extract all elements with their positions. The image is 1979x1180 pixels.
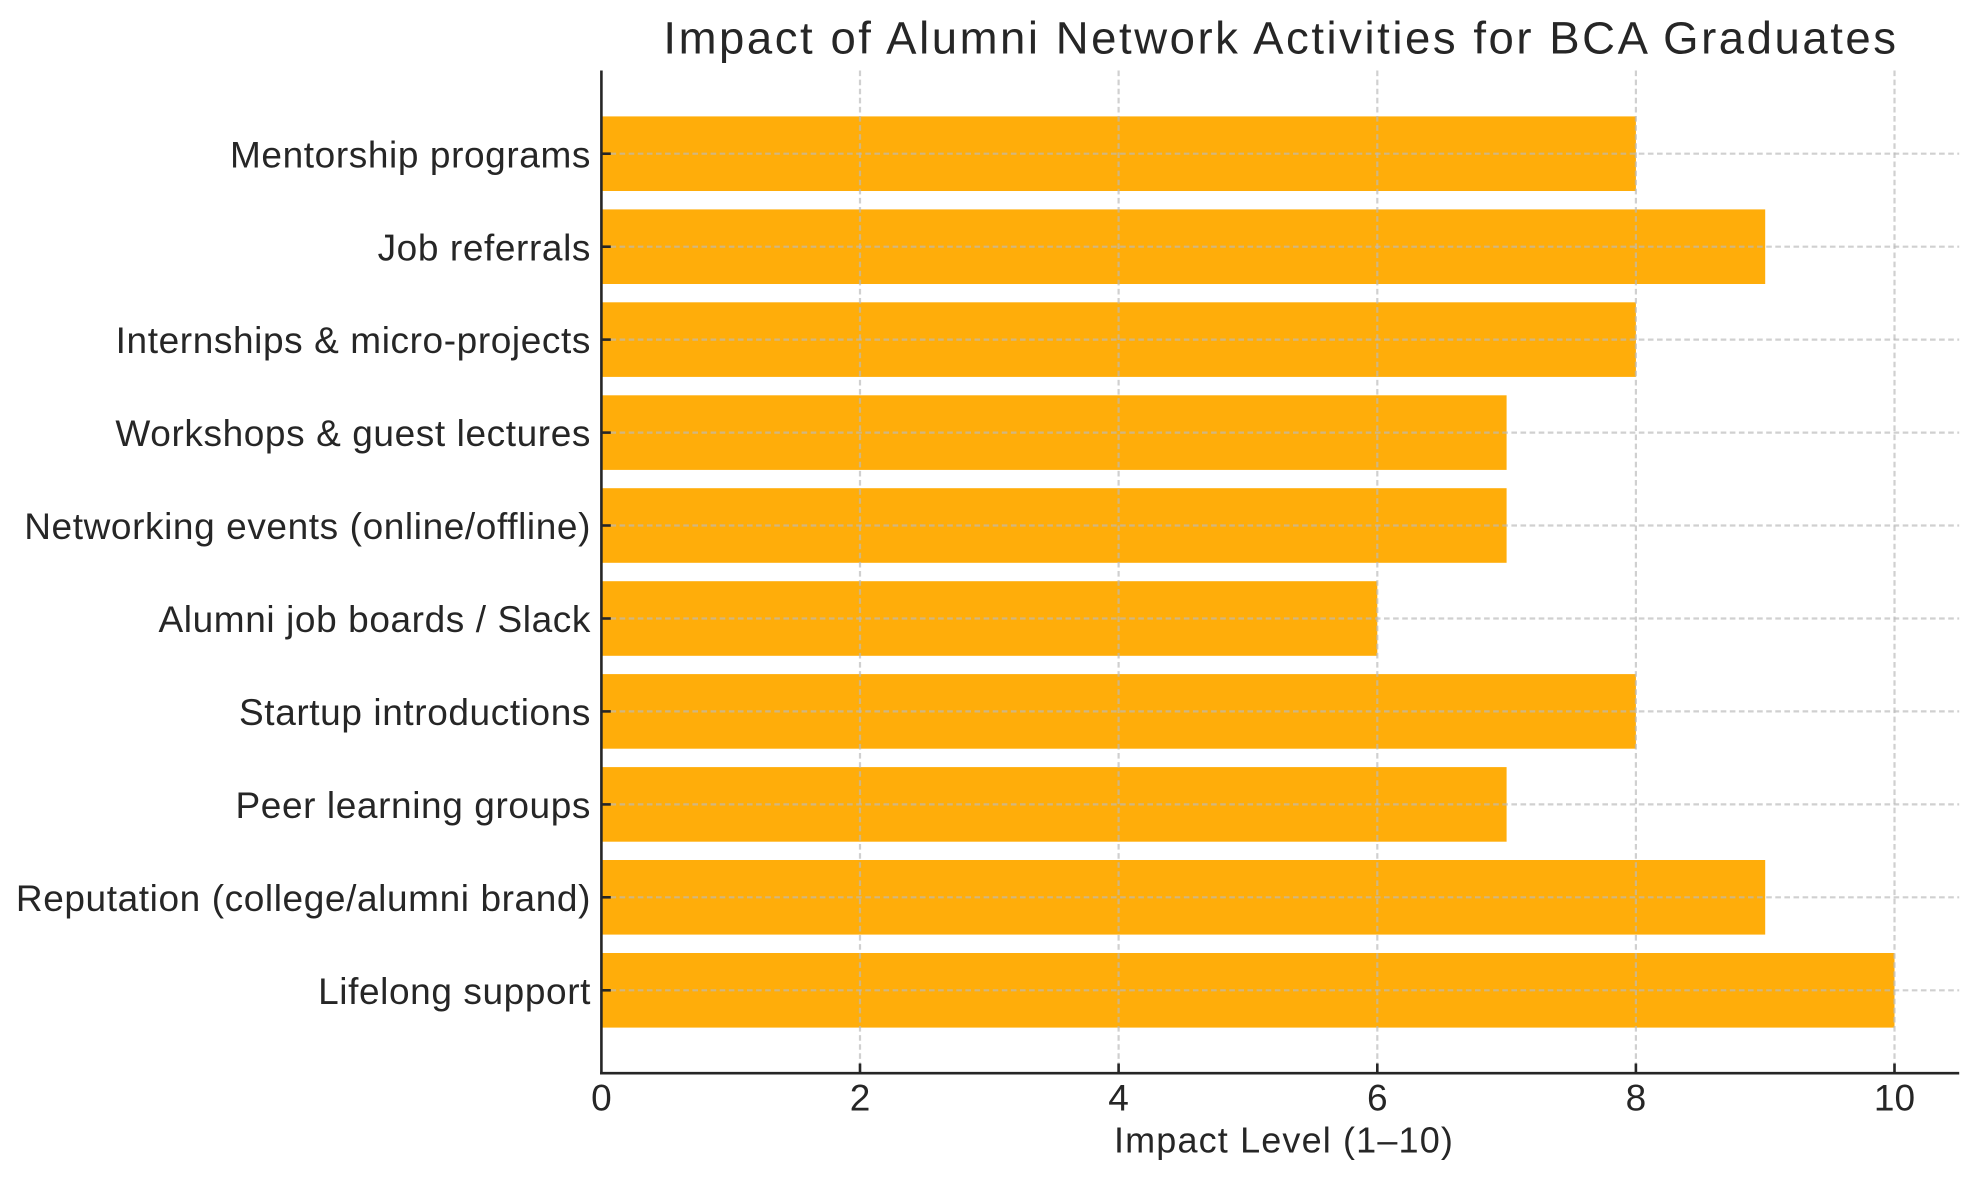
svg-text:Peer learning groups: Peer learning groups: [236, 785, 592, 826]
svg-text:6: 6: [1367, 1078, 1388, 1119]
svg-text:Internships & micro-projects: Internships & micro-projects: [116, 320, 591, 361]
svg-text:0: 0: [591, 1078, 612, 1119]
svg-text:Lifelong support: Lifelong support: [318, 971, 591, 1012]
svg-text:Impact of Alumni Network Activ: Impact of Alumni Network Activities for …: [663, 13, 1898, 64]
svg-text:Startup introductions: Startup introductions: [239, 692, 591, 733]
svg-text:4: 4: [1108, 1078, 1129, 1119]
svg-text:Impact Level (1–10): Impact Level (1–10): [1114, 1119, 1454, 1160]
svg-text:Workshops & guest lectures: Workshops & guest lectures: [115, 413, 591, 454]
svg-text:8: 8: [1626, 1078, 1647, 1119]
svg-text:Mentorship programs: Mentorship programs: [230, 134, 591, 175]
svg-text:2: 2: [850, 1078, 871, 1119]
svg-text:10: 10: [1874, 1078, 1915, 1119]
svg-text:Networking events (online/offl: Networking events (online/offline): [24, 506, 591, 547]
svg-text:Reputation (college/alumni bra: Reputation (college/alumni brand): [16, 878, 591, 919]
svg-text:Job referrals: Job referrals: [378, 227, 591, 268]
svg-text:Alumni job boards / Slack: Alumni job boards / Slack: [159, 599, 591, 640]
